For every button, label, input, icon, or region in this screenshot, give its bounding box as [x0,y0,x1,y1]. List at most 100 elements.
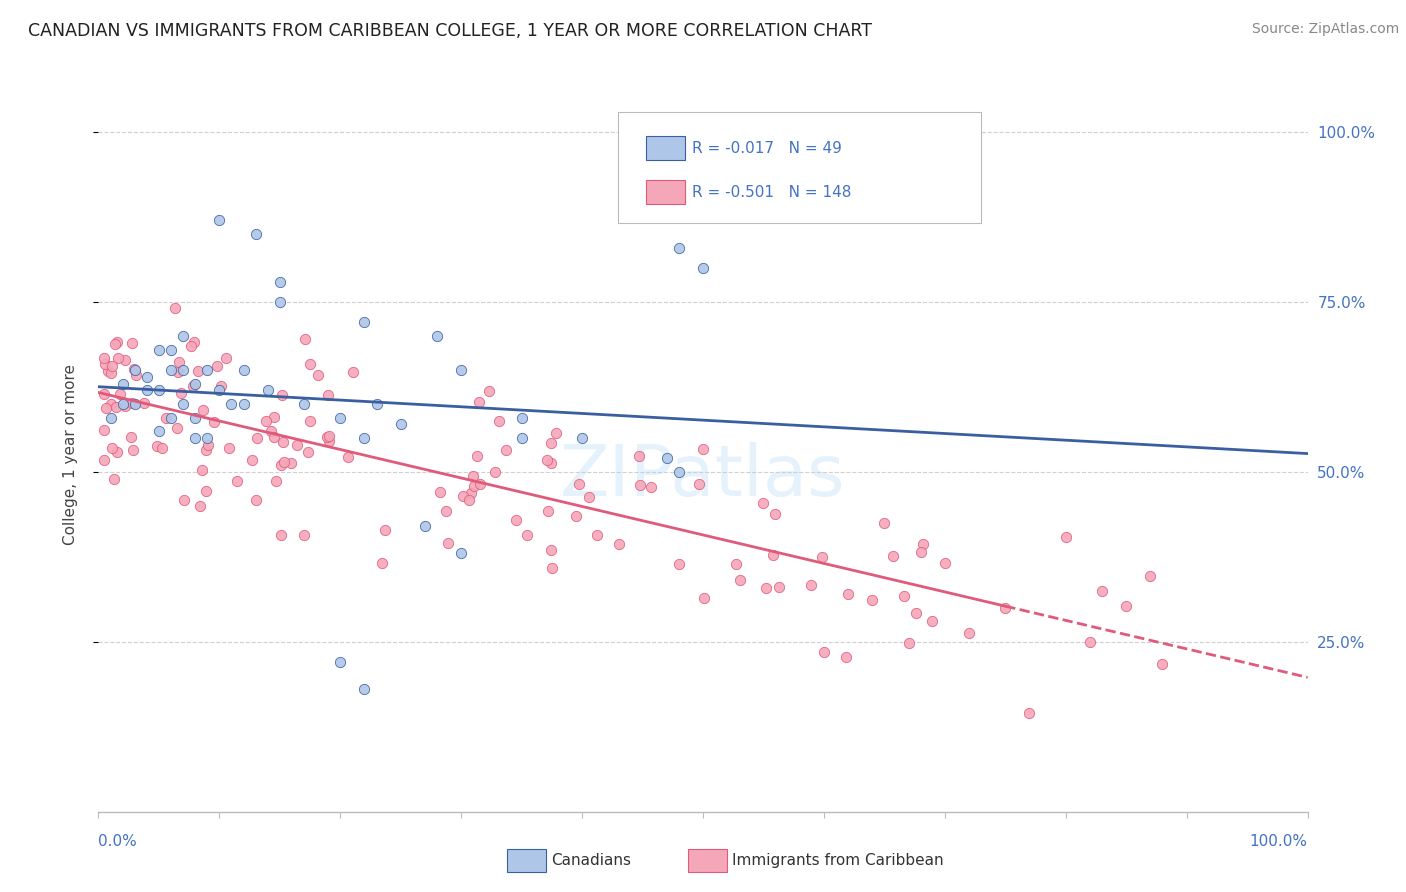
Point [202,415,225,429]
Point [541,560,564,574]
Point [371,556,394,570]
FancyBboxPatch shape [647,180,685,204]
Point [763,507,786,521]
Point [450,363,472,377]
Point [911,537,934,551]
Point [120,430,142,444]
Point [292,397,315,411]
Point [93,357,115,371]
Point [329,655,352,669]
Point [478,384,501,399]
Point [124,397,146,411]
Text: 0.0%: 0.0% [98,834,138,849]
Point [100,441,122,455]
Point [329,410,352,425]
Point [208,213,231,227]
Point [692,442,714,456]
Point [170,385,193,400]
Point [280,456,302,470]
Point [693,591,716,606]
Point [505,513,527,527]
Text: R = -0.017   N = 49: R = -0.017 N = 49 [692,141,842,155]
Point [232,363,254,377]
Point [668,241,690,255]
Point [232,397,254,411]
Point [187,364,209,378]
Point [297,445,319,459]
Point [121,396,143,410]
Point [568,477,591,491]
Point [122,362,145,376]
Point [426,329,449,343]
Point [668,557,690,571]
Point [270,528,292,542]
Point [728,573,751,587]
Point [484,465,506,479]
Point [100,397,122,411]
Point [752,496,775,510]
Point [450,546,472,560]
Point [668,465,690,479]
Point [263,410,285,425]
Point [366,397,388,411]
Point [172,397,194,411]
Text: R = -0.501   N = 148: R = -0.501 N = 148 [692,185,852,200]
Point [104,337,127,351]
Point [628,478,651,492]
Point [150,441,173,455]
Point [957,626,980,640]
Point [299,414,322,428]
Point [209,379,232,393]
Point [353,315,375,329]
Point [540,456,562,470]
Point [270,388,292,402]
Point [183,334,205,349]
Point [544,425,567,440]
Point [921,614,943,628]
Point [374,524,396,538]
Point [882,549,904,564]
Y-axis label: College, 1 year or more: College, 1 year or more [63,365,77,545]
Point [285,438,308,452]
Point [510,431,533,445]
Point [762,548,785,562]
Point [536,453,558,467]
Point [813,645,835,659]
Point [273,455,295,469]
Point [934,556,956,570]
Point [607,537,630,551]
Point [197,438,219,452]
Point [905,606,928,620]
Point [121,336,143,351]
Point [245,492,267,507]
Point [537,504,560,518]
Point [269,275,291,289]
Point [800,578,823,592]
Point [260,424,283,438]
Point [271,435,294,450]
FancyBboxPatch shape [689,849,727,871]
Point [451,489,474,503]
Text: CANADIAN VS IMMIGRANTS FROM CARIBBEAN COLLEGE, 1 YEAR OR MORE CORRELATION CHART: CANADIAN VS IMMIGRANTS FROM CARIBBEAN CO… [28,22,872,40]
Point [93,387,115,401]
Point [240,452,263,467]
Point [246,432,269,446]
Text: 100.0%: 100.0% [1250,834,1308,849]
Point [468,395,491,409]
Point [148,424,170,438]
Point [205,359,228,373]
Point [167,365,190,379]
Point [586,528,609,542]
Point [214,351,236,366]
Point [221,397,243,411]
Text: Canadians: Canadians [551,853,631,868]
Point [488,414,510,428]
Point [811,549,834,564]
Point [1152,657,1174,671]
Point [166,420,188,434]
Point [181,378,204,392]
Point [124,363,146,377]
Point [571,431,593,445]
Point [640,479,662,493]
Point [461,468,484,483]
